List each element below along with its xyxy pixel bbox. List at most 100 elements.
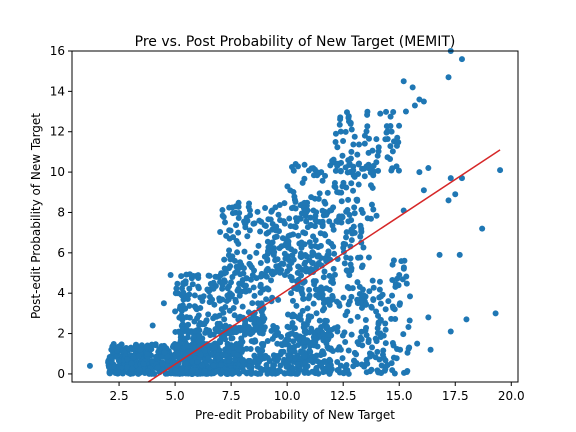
scatter-point [289, 297, 296, 304]
scatter-point [235, 229, 242, 236]
scatter-point [407, 293, 413, 300]
scatter-point [287, 223, 294, 230]
scatter-point [186, 285, 193, 292]
scatter-point [306, 329, 313, 336]
x-axis: 2.5 5.0 7.5 10.0 12.5 15.0 17.5 20.0 [110, 382, 525, 403]
scatter-point [291, 325, 298, 332]
scatter-point [382, 326, 389, 333]
scatter-point [354, 151, 361, 158]
scatter-point [195, 283, 202, 290]
scatter-point [241, 218, 248, 225]
scatter-point [180, 289, 187, 296]
scatter-point [264, 365, 271, 372]
scatter-point [319, 207, 326, 214]
scatter-point [389, 261, 396, 268]
scatter-point [447, 175, 454, 182]
scatter-point [390, 342, 397, 349]
scatter-point [236, 292, 243, 299]
scatter-point [331, 271, 338, 278]
scatter-point [129, 365, 136, 372]
scatter-point [186, 271, 193, 278]
scatter-point [273, 324, 280, 331]
x-axis-label: Pre-edit Probability of New Target [195, 408, 395, 422]
scatter-point [164, 353, 171, 360]
scatter-point [257, 289, 264, 296]
y-tick-label: 12 [50, 125, 65, 139]
scatter-point [86, 362, 93, 369]
scatter-point [257, 228, 264, 235]
scatter-point [294, 269, 301, 276]
scatter-point [332, 138, 339, 145]
scatter-point [400, 264, 407, 271]
scatter-point [210, 279, 217, 286]
scatter-point [130, 354, 137, 361]
scatter-point [351, 349, 358, 356]
scatter-point [381, 367, 388, 374]
scatter-point [219, 368, 226, 375]
scatter-point [264, 250, 271, 257]
scatter-point [255, 319, 262, 326]
scatter-point [148, 370, 155, 377]
y-tick-label: 2 [57, 327, 65, 341]
scatter-point [389, 148, 396, 155]
scatter-point [296, 240, 303, 247]
scatter-point [348, 180, 355, 187]
scatter-point [398, 258, 405, 265]
scatter-point [257, 351, 264, 358]
scatter-point [342, 128, 349, 135]
scatter-point [322, 200, 329, 207]
scatter-point [230, 344, 237, 351]
scatter-point [370, 296, 377, 303]
scatter-point [310, 300, 317, 307]
scatter-point [257, 326, 264, 332]
scatter-point [387, 143, 394, 150]
scatter-point [319, 177, 326, 184]
scatter-point [294, 361, 301, 368]
scatter-point [257, 281, 264, 288]
scatter-point [234, 352, 241, 359]
scatter-point [411, 102, 418, 109]
scatter-point [355, 181, 362, 188]
scatter-point [138, 342, 145, 349]
scatter-point [197, 351, 204, 358]
scatter-point [174, 343, 181, 350]
scatter-point [292, 198, 299, 205]
scatter-point [196, 322, 203, 329]
scatter-point [359, 209, 366, 216]
scatter-point [343, 267, 350, 274]
scatter-point [320, 274, 327, 281]
scatter-point [234, 249, 241, 256]
scatter-point [290, 311, 297, 318]
scatter-point [286, 265, 293, 272]
scatter-point [308, 222, 315, 229]
scatter-point [347, 169, 354, 176]
scatter-point [308, 313, 315, 320]
scatter-point [195, 272, 202, 279]
scatter-point [219, 207, 226, 214]
scatter-point [336, 189, 343, 196]
scatter-point [263, 273, 270, 280]
scatter-point [340, 179, 347, 186]
scatter-point [271, 362, 278, 369]
scatter-point [306, 239, 313, 246]
x-tick-label: 17.5 [442, 389, 469, 403]
scatter-point [317, 230, 324, 237]
scatter-point [427, 346, 434, 353]
scatter-point [205, 311, 212, 318]
scatter-point [366, 135, 372, 142]
scatter-point [389, 276, 396, 283]
scatter-point [109, 343, 116, 350]
scatter-point [380, 347, 387, 354]
scatter-point [308, 194, 315, 201]
scatter-point [306, 347, 313, 354]
scatter-point [198, 362, 205, 369]
scatter-point [227, 256, 234, 263]
scatter-point [124, 364, 131, 371]
scatter-point [302, 359, 309, 366]
scatter-point [248, 264, 255, 271]
scatter-point [189, 367, 196, 374]
scatter-point [210, 362, 217, 369]
scatter-point [219, 212, 226, 219]
scatter-point [191, 292, 198, 299]
scatter-point [458, 56, 465, 63]
